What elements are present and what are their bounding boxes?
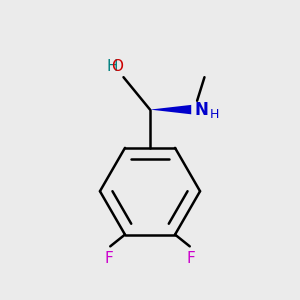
Text: O: O <box>111 59 123 74</box>
Text: H: H <box>107 59 118 74</box>
Text: H: H <box>209 108 219 122</box>
Text: F: F <box>187 251 196 266</box>
Text: N: N <box>194 100 208 118</box>
Text: F: F <box>104 251 113 266</box>
Polygon shape <box>150 105 191 114</box>
